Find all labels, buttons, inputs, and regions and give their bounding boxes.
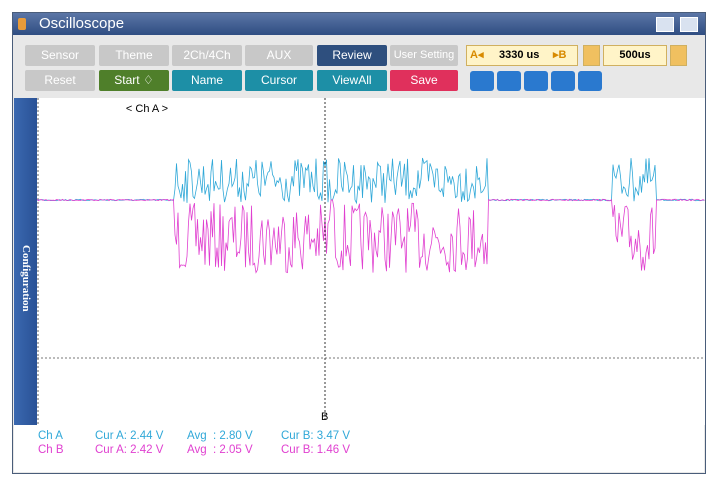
media-button[interactable] — [578, 71, 602, 91]
toolbar-button[interactable]: 2Ch/4Ch — [172, 45, 242, 66]
media-button[interactable] — [551, 71, 575, 91]
status-cur-a: Cur A: 2.44 V — [95, 430, 164, 442]
window-title: Oscilloscope — [39, 15, 125, 32]
window-button[interactable] — [656, 17, 674, 32]
media-button[interactable] — [524, 71, 548, 91]
status-avg: Avg : 2.80 V — [187, 430, 253, 442]
cursor-span: 3330 us — [499, 49, 540, 61]
status-cur-a: Cur A: 2.42 V — [95, 444, 164, 456]
status-cur-b: Cur B: 1.46 V — [281, 444, 351, 456]
toolbar-button[interactable]: Reset — [25, 70, 95, 91]
side-tab[interactable] — [14, 98, 37, 425]
time-next[interactable] — [670, 45, 687, 66]
toolbar-button[interactable]: ViewAll — [317, 70, 387, 91]
toolbar-button[interactable]: Review — [317, 45, 387, 66]
time-div: 500us — [603, 45, 667, 66]
status-channel: Ch A — [38, 430, 63, 442]
channel-label: < Ch A > — [126, 103, 168, 115]
toolbar-button[interactable]: Theme — [99, 45, 169, 66]
media-button[interactable] — [497, 71, 521, 91]
status-channel: Ch B — [38, 444, 64, 456]
waveform — [37, 198, 705, 274]
toolbar-button[interactable]: Sensor — [25, 45, 95, 66]
toolbar-button[interactable]: Name — [172, 70, 242, 91]
side-tab-label: Configuration — [20, 245, 32, 312]
cursor-span-box: A◂ 3330 us ▸B — [466, 45, 578, 66]
status-avg: Avg : 2.05 V — [187, 444, 253, 456]
cursor-a[interactable]: A◂ — [470, 49, 484, 61]
title-bar: Oscilloscope — [13, 13, 705, 35]
plot-area: < Ch A > B — [37, 98, 705, 425]
cursor-b[interactable]: ▸B — [553, 49, 567, 61]
toolbar-button[interactable]: Start ♢ — [99, 70, 169, 91]
status-cur-b: Cur B: 3.47 V — [281, 430, 351, 442]
plot-background — [37, 98, 705, 425]
toolbar-button[interactable]: Save — [390, 70, 458, 91]
media-button[interactable] — [470, 71, 494, 91]
window-button[interactable] — [680, 17, 698, 32]
status-panel — [14, 425, 704, 472]
app-icon — [18, 18, 26, 30]
toolbar-button[interactable]: AUX — [245, 45, 313, 66]
cursor-label: B — [321, 411, 328, 423]
toolbar-button[interactable]: User Setting — [390, 45, 458, 66]
time-prev[interactable] — [583, 45, 600, 66]
toolbar-button[interactable]: Cursor — [245, 70, 313, 91]
